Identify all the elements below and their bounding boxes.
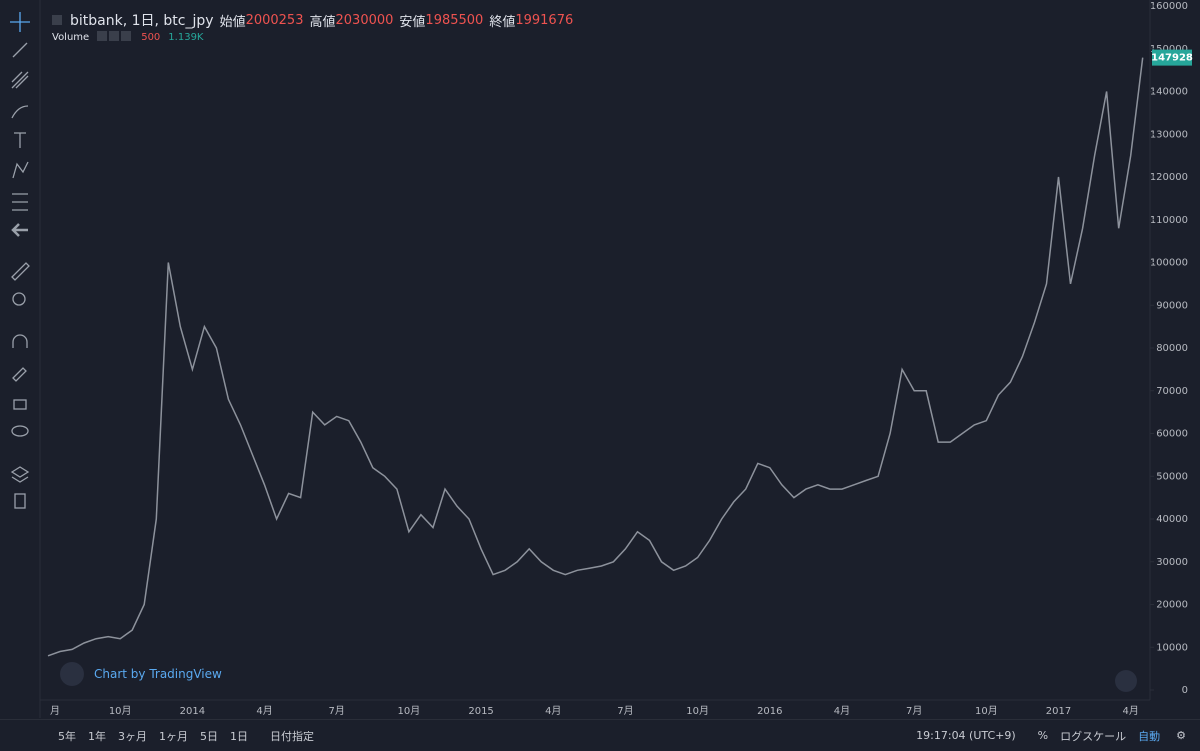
watermark-text[interactable]: Chart by TradingView (94, 667, 222, 681)
y-tick-label: 70000 (1156, 386, 1188, 397)
x-tick-label: 10月 (975, 705, 998, 717)
price-line (47, 57, 1144, 657)
y-tick-label: 10000 (1156, 642, 1188, 653)
text-tool[interactable] (14, 132, 26, 148)
last-price-label: 147928 (1151, 53, 1193, 64)
y-tick-label: 40000 (1156, 514, 1188, 525)
measure-tool[interactable] (12, 193, 28, 211)
close-value: 1991676 (515, 12, 574, 28)
high-value: 2030000 (335, 12, 394, 28)
lock-tool[interactable] (13, 399, 27, 410)
line-tool[interactable] (12, 42, 28, 58)
high-label: 高値 (309, 14, 336, 30)
log-toggle[interactable]: ログスケール (1060, 729, 1127, 743)
x-tick-label: 2017 (1046, 706, 1071, 717)
y-tick-label: 100000 (1150, 258, 1188, 269)
x-tick-label: 10月 (109, 705, 132, 717)
back-tool[interactable] (11, 223, 28, 237)
last-price-badge (1152, 49, 1192, 66)
legend: bitbank, 1日, btc_jpy 始値 2000253 高値 2030000… (52, 10, 573, 30)
layers-tool[interactable] (10, 466, 30, 483)
y-tick-label: 0 (1182, 685, 1188, 696)
ruler-tool[interactable] (11, 262, 30, 281)
range-button[interactable]: 5日 (200, 729, 218, 743)
y-tick-label: 160000 (1150, 1, 1188, 12)
y-tick-label: 20000 (1156, 600, 1188, 611)
clock: 19:17:04 (UTC+9) (916, 729, 1016, 742)
x-tick-label: 10月 (686, 705, 709, 717)
y-tick-label: 90000 (1156, 300, 1188, 311)
x-tick-label: 2016 (757, 706, 782, 717)
percent-toggle[interactable]: % (1037, 729, 1049, 742)
x-tick-label: 7月 (329, 705, 345, 717)
symbol[interactable]: bitbank, 1日, btc_jpy (70, 13, 214, 29)
x-tick-label: 7月 (617, 705, 633, 717)
watermark[interactable]: Chart by TradingView (60, 662, 222, 686)
trash-tool[interactable] (14, 493, 26, 509)
open-value: 2000253 (245, 12, 304, 28)
volume-value: 500 (141, 32, 161, 43)
x-tick-label: 月 (50, 705, 60, 717)
y-tick-label: 80000 (1156, 343, 1188, 354)
y-tick-label: 150000 (1150, 44, 1188, 55)
x-tick-label: 2015 (468, 706, 493, 717)
low-value: 1985500 (425, 12, 484, 28)
volume-label[interactable]: Volume (52, 32, 90, 43)
y-tick-label: 140000 (1150, 87, 1188, 98)
low-label: 安値 (399, 14, 426, 30)
volume-controls[interactable] (97, 31, 133, 44)
y-tick-label: 130000 (1150, 129, 1188, 140)
close-label: 終値 (489, 14, 516, 30)
toolbar (10, 12, 30, 509)
lock-draw-tool[interactable] (12, 367, 27, 382)
date-range-button[interactable]: 日付指定 (270, 729, 314, 743)
x-tick-label: 10月 (398, 705, 421, 717)
x-tick-label: 4月 (256, 705, 272, 717)
settings-button[interactable]: ⚙ (1176, 729, 1186, 742)
x-tick-label: 4月 (545, 705, 561, 717)
pattern-tool[interactable] (12, 161, 29, 179)
volume-ma: 1.139K (168, 32, 204, 43)
y-tick-label: 30000 (1156, 557, 1188, 568)
y-tick-label: 120000 (1150, 172, 1188, 183)
volume-legend: Volume 500 1.139K (52, 31, 203, 44)
y-tick-label: 110000 (1150, 215, 1188, 226)
range-button[interactable]: 1年 (88, 729, 106, 743)
x-tick-label: 7月 (906, 705, 922, 717)
range-button[interactable]: 5年 (58, 729, 76, 743)
crosshair-tool[interactable] (10, 12, 30, 32)
scroll-button[interactable] (1115, 670, 1137, 692)
bottom-bar: 5年 1年 3ヶ月 1ヶ月 5日 1日 日付指定 19:17:04 (UTC+9… (0, 719, 1200, 751)
chart: 0 10000 20000 30000 40000 50000 60000 70000 8000… (10, 0, 1193, 718)
range-button[interactable]: 1ヶ月 (159, 729, 188, 743)
zoom-tool[interactable] (12, 292, 26, 306)
brush-tool[interactable] (11, 105, 29, 119)
auto-toggle[interactable]: 自動 (1138, 729, 1161, 743)
collapse-icon[interactable] (52, 15, 62, 25)
x-tick-label: 2014 (180, 706, 205, 717)
eye-tool[interactable] (11, 425, 29, 437)
y-tick-label: 50000 (1156, 471, 1188, 482)
open-label: 始値 (219, 14, 246, 30)
y-tick-label: 60000 (1156, 429, 1188, 440)
x-tick-label: 4月 (1123, 705, 1139, 717)
magnet-tool[interactable] (12, 334, 28, 348)
range-button[interactable]: 1日 (230, 729, 248, 743)
fib-tool[interactable] (11, 71, 29, 89)
range-button[interactable]: 3ヶ月 (118, 729, 147, 743)
x-tick-label: 4月 (834, 705, 850, 717)
